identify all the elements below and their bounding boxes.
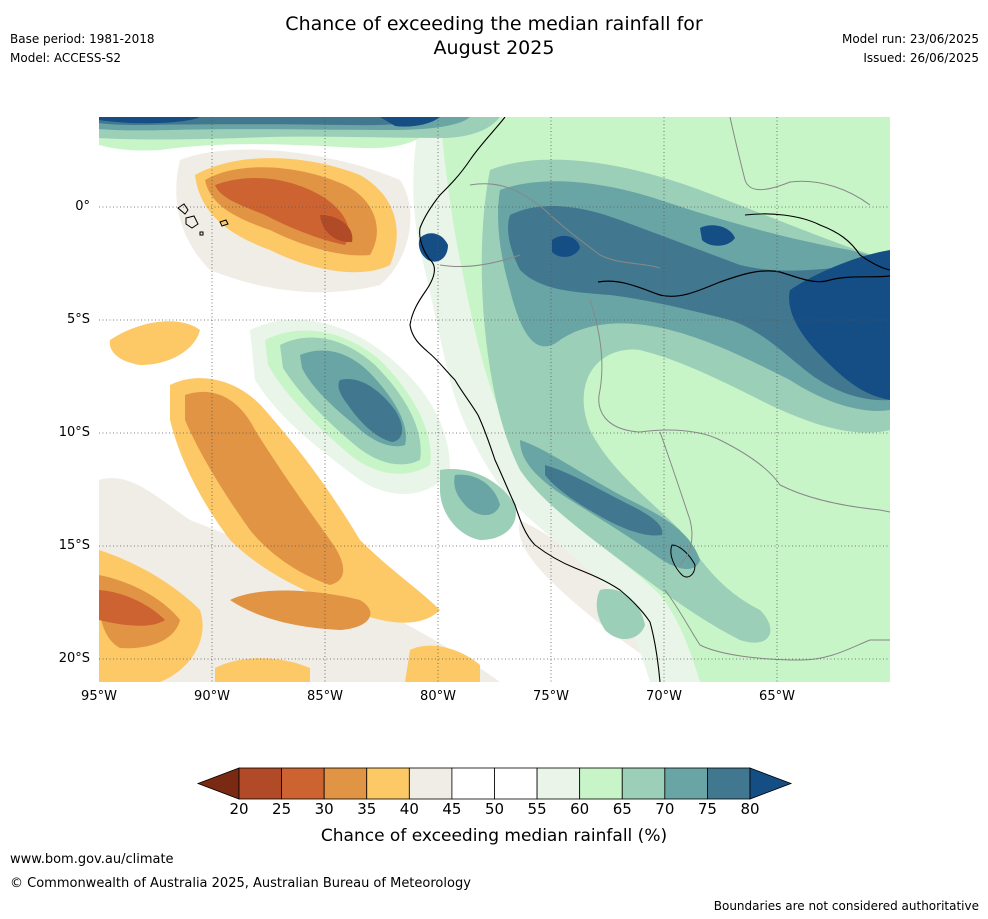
- issued-date: Issued: 26/06/2025: [863, 51, 979, 65]
- colorbar-tick-35: 35: [357, 800, 377, 818]
- colorbar-tick-80: 80: [740, 800, 760, 818]
- lon-label-80w: 80°W: [420, 689, 456, 704]
- colorbar-tick-labels: 20 25 30 35 40 45 50 55 60 65 70 75 80: [0, 800, 988, 820]
- contour-75-80-west: [338, 379, 403, 442]
- lat-label-10s: 10°S: [58, 425, 90, 440]
- contour-80-plus-spot2: [552, 235, 580, 257]
- contour-30-35-band: [185, 391, 344, 585]
- colorbar-tick-20: 20: [229, 800, 249, 818]
- colorbar-segment-60-65: [579, 767, 623, 800]
- meta-right: Model run: 23/06/2025 Issued: 26/06/2025: [842, 30, 979, 68]
- national-boundaries: [439, 117, 890, 661]
- footer-url: www.bom.gov.au/climate: [10, 852, 174, 867]
- model-name: Model: ACCESS-S2: [10, 51, 122, 65]
- footer-copyright: © Commonwealth of Australia 2025, Austra…: [10, 876, 471, 891]
- contour-80-plus-spot3: [700, 225, 735, 246]
- colorbar-title: Chance of exceeding median rainfall (%): [320, 826, 668, 846]
- colorbar-tick-25: 25: [272, 800, 292, 818]
- south-america-coastline: [409, 117, 661, 682]
- contour-75-80-main: [508, 205, 890, 401]
- colorbar-segment-70-75: [664, 767, 708, 800]
- galapagos-islands: [177, 203, 229, 236]
- contour-80-plus-top2: [380, 117, 440, 127]
- amazon-river: [597, 270, 890, 297]
- colorbar-segment-25-30: [281, 767, 325, 800]
- base-period: Base period: 1981-2018: [10, 32, 155, 46]
- map-title: Chance of exceeding the median rainfall …: [0, 12, 988, 60]
- rio-negro: [744, 213, 890, 271]
- contour-75-80-band: [545, 465, 663, 536]
- lake-titicaca: [670, 544, 696, 578]
- colorbar-segment-30-35: [323, 767, 368, 800]
- colorbar-tick-50: 50: [484, 800, 505, 818]
- colorbar-tick-30: 30: [314, 800, 334, 818]
- lat-label-15s: 15°S: [58, 538, 90, 553]
- contour-35-40-south2: [405, 645, 480, 682]
- colorbar-segment-35-40: [366, 767, 410, 800]
- lon-label-85w: 85°W: [307, 689, 343, 704]
- lon-label-65w: 65°W: [759, 689, 795, 704]
- contour-20-25-north: [320, 215, 353, 243]
- colorbar-tick-60: 60: [570, 800, 590, 818]
- map-title-line1: Chance of exceeding the median rainfall …: [285, 13, 703, 35]
- meta-left: Base period: 1981-2018 Model: ACCESS-S2: [10, 30, 155, 68]
- lat-label-5s: 5°S: [66, 312, 90, 327]
- colorbar-tick-45: 45: [442, 800, 462, 818]
- contour-25-30-sw: [99, 590, 165, 626]
- colorbar-tick-65: 65: [612, 800, 632, 818]
- map-title-line2: August 2025: [433, 37, 555, 59]
- contour-30-35-south: [230, 590, 371, 630]
- lon-label-95w: 95°W: [81, 689, 117, 704]
- lon-label-75w: 75°W: [533, 689, 569, 704]
- colorbar-tick-75: 75: [697, 800, 717, 818]
- contour-35-40-west: [109, 321, 200, 365]
- rainfall-contours: [99, 117, 890, 682]
- contour-80-plus-east: [789, 250, 890, 400]
- lat-label-20s: 20°S: [58, 651, 90, 666]
- colorbar-segment-55-60: [536, 767, 581, 800]
- lat-label-0: 0°: [75, 199, 90, 214]
- contour-80-plus-top: [99, 117, 200, 124]
- colorbar-segment-45-50: [451, 767, 495, 800]
- contour-25-30-north: [215, 177, 349, 245]
- lon-label-90w: 90°W: [194, 689, 230, 704]
- colorbar-tick-55: 55: [527, 800, 547, 818]
- colorbar-segment-20-25: [238, 767, 282, 800]
- colorbar-extend-low: [196, 767, 240, 800]
- contour-70-75-south: [454, 474, 500, 516]
- colorbar-segment-40-45: [408, 767, 453, 800]
- gridlines: [99, 117, 890, 682]
- colorbar-segment-75-80: [707, 767, 751, 800]
- footer-disclaimer: Boundaries are not considered authoritat…: [713, 899, 979, 913]
- colorbar-segment-65-70: [621, 767, 666, 800]
- contour-35-40-south: [215, 658, 310, 682]
- colorbar-segment-50-55: [494, 767, 538, 800]
- colorbar-tick-70: 70: [655, 800, 675, 818]
- colorbar-tick-40: 40: [399, 800, 419, 818]
- lon-label-70w: 70°W: [646, 689, 682, 704]
- colorbar-extend-high: [749, 767, 793, 800]
- map-area: [99, 117, 890, 682]
- model-run: Model run: 23/06/2025: [841, 32, 979, 46]
- colorbar: [196, 767, 793, 800]
